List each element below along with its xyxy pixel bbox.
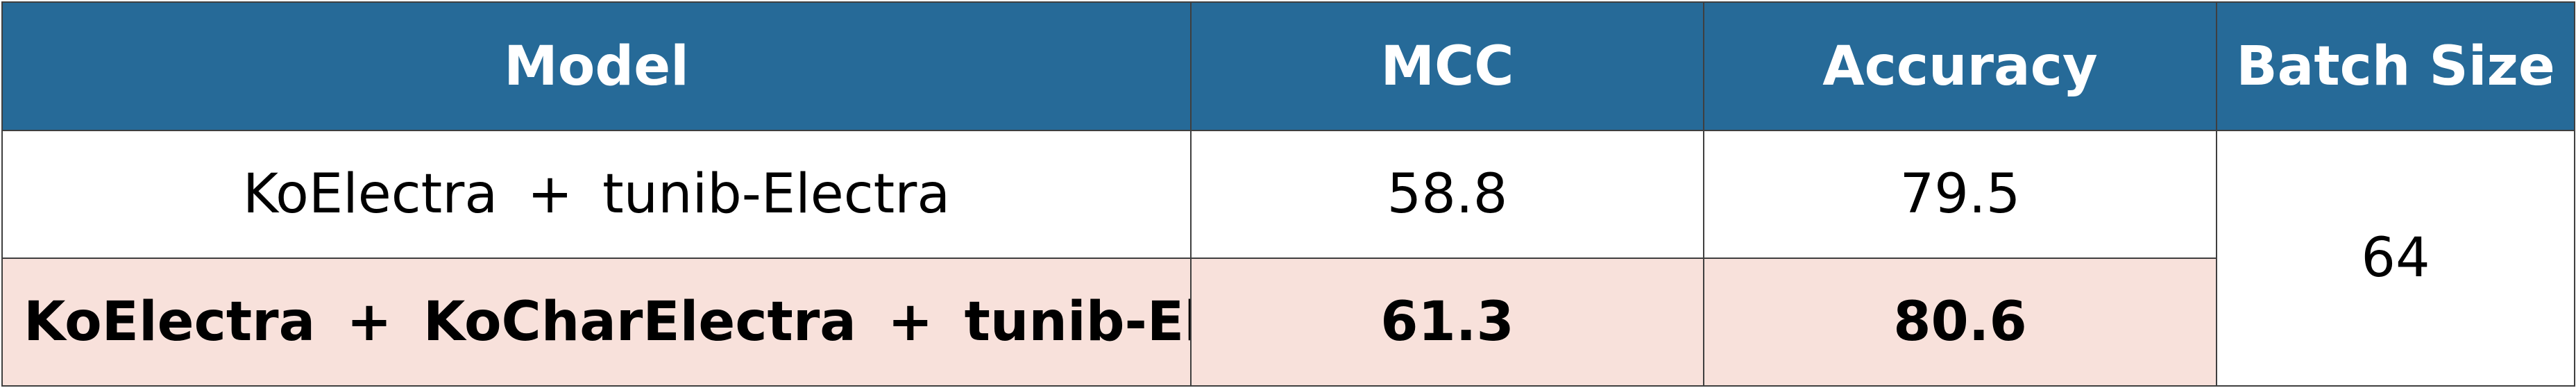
table-row-highlighted: KoElectra + KoCharElectra + tunib-Electr… [1, 258, 2575, 387]
table-row: KoElectra + tunib-Electra 58.8 79.5 64 [1, 130, 2575, 387]
header-row: Model MCC Accuracy Batch Size [1, 1, 2575, 131]
table-body: KoElectra + tunib-Electra 58.8 79.5 64 K… [1, 130, 2575, 387]
header-accuracy: Accuracy [1703, 1, 2217, 131]
batch-size-cell: 64 [2216, 130, 2575, 387]
table-header: Model MCC Accuracy Batch Size [1, 1, 2575, 131]
mcc-cell: 58.8 [1190, 130, 1704, 259]
accuracy-cell: 80.6 [1703, 258, 2217, 387]
model-cell: KoElectra + tunib-Electra [1, 130, 1192, 259]
header-model: Model [1, 1, 1192, 131]
mcc-cell: 61.3 [1190, 258, 1704, 387]
header-mcc: MCC [1190, 1, 1704, 131]
header-batch-size: Batch Size [2216, 1, 2575, 131]
accuracy-cell: 79.5 [1703, 130, 2217, 259]
model-cell: KoElectra + KoCharElectra + tunib-Electr… [1, 258, 1192, 387]
